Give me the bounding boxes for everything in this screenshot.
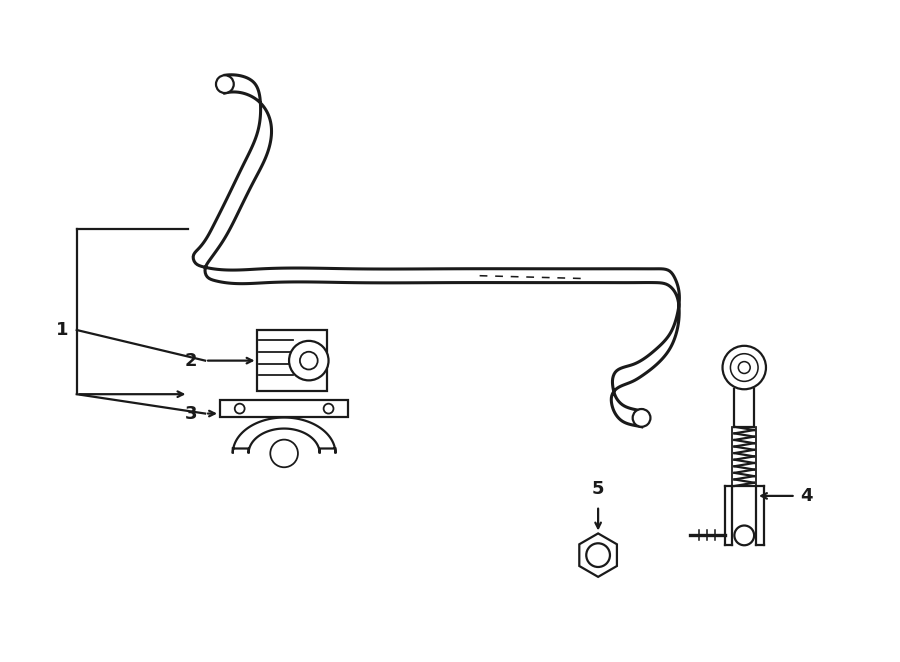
- Text: 3: 3: [184, 404, 197, 422]
- Circle shape: [633, 409, 651, 427]
- Polygon shape: [233, 418, 336, 453]
- Circle shape: [270, 440, 298, 467]
- Circle shape: [300, 352, 318, 369]
- Bar: [257, 330, 327, 391]
- Text: 1: 1: [57, 321, 69, 339]
- Circle shape: [289, 341, 328, 381]
- Circle shape: [738, 361, 751, 373]
- Circle shape: [586, 544, 610, 567]
- Text: 4: 4: [800, 487, 813, 505]
- Polygon shape: [580, 534, 616, 577]
- Polygon shape: [194, 75, 680, 427]
- Bar: [220, 400, 348, 418]
- Circle shape: [734, 526, 754, 545]
- Circle shape: [723, 346, 766, 389]
- Text: 2: 2: [184, 352, 197, 369]
- Circle shape: [324, 404, 334, 414]
- Circle shape: [216, 75, 234, 93]
- Text: 5: 5: [592, 480, 605, 498]
- Circle shape: [235, 404, 245, 414]
